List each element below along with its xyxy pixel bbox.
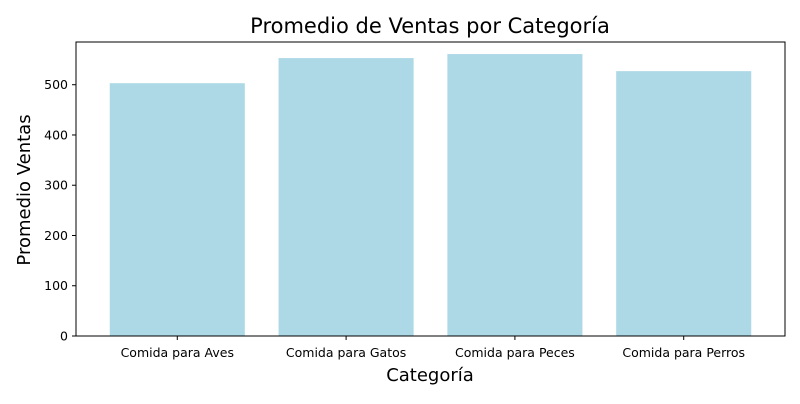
plot-frame — [75, 41, 786, 337]
y-tick-label: 200 — [44, 228, 68, 243]
bar-1 — [109, 83, 245, 336]
y-tick-label: 400 — [44, 127, 68, 142]
y-tick-label: 300 — [44, 178, 68, 193]
y-axis-ticks: 0 100 200 300 400 500 — [44, 77, 76, 344]
x-tick-label: Comida para Perros — [622, 345, 745, 360]
y-tick-label: 100 — [44, 278, 68, 293]
x-tick-label: Comida para Gatos — [286, 345, 406, 360]
x-axis-ticks: Comida para Aves Comida para Gatos Comida … — [121, 336, 745, 360]
x-axis-title: Categoría — [386, 365, 474, 386]
y-tick-label: 0 — [60, 329, 68, 344]
x-tick-label: Comida para Peces — [455, 345, 575, 360]
x-tick-label: Comida para Aves — [121, 345, 234, 360]
bar-2 — [278, 58, 414, 336]
chart-title: Promedio de Ventas por Categoría — [250, 14, 610, 38]
bar-4 — [616, 71, 752, 337]
y-axis-title: Promedio Ventas — [14, 114, 35, 265]
y-tick-label: 500 — [44, 77, 68, 92]
bars-layer — [109, 54, 752, 337]
bar-3 — [447, 54, 583, 337]
